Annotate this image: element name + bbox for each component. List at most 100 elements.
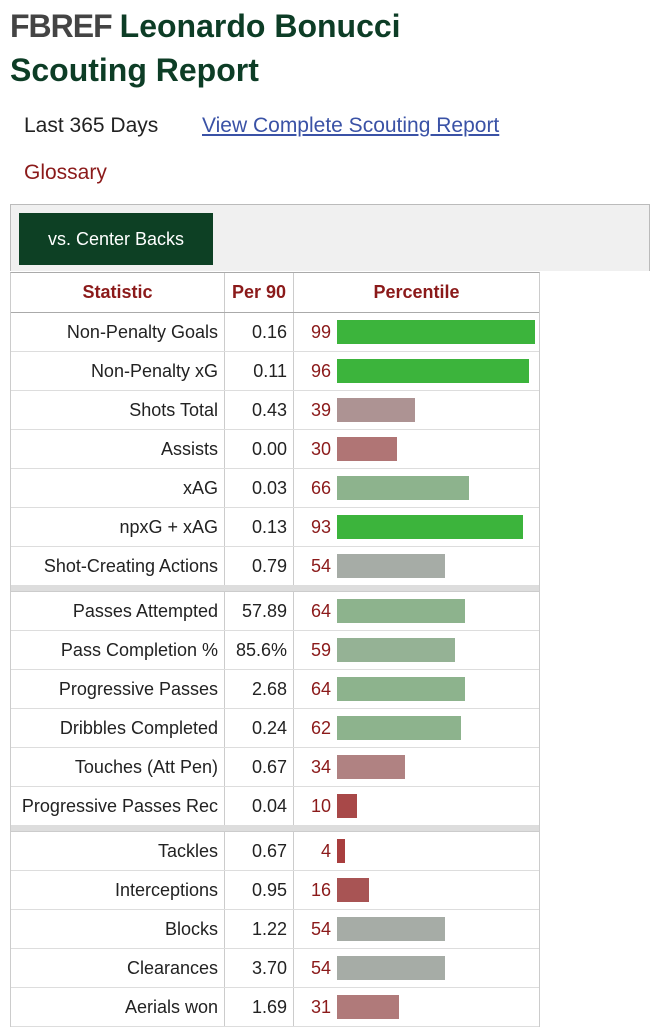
per90-value: 0.67 <box>225 748 294 786</box>
percentile-bar <box>337 839 345 863</box>
stat-row: Touches (Att Pen) 0.67 34 <box>11 748 539 787</box>
percentile-bar <box>337 956 445 980</box>
column-header: Per 90 <box>225 273 294 312</box>
percentile-value: 54 <box>310 556 331 576</box>
per90-value: 0.16 <box>225 313 294 351</box>
per90-value: 0.00 <box>225 430 294 468</box>
stat-row: Passes Attempted 57.89 64 <box>11 592 539 631</box>
percentile-bar <box>337 917 445 941</box>
percentile-bar <box>337 398 415 422</box>
percentile-value: 64 <box>310 679 331 699</box>
percentile-cell: 54 <box>294 547 539 585</box>
percentile-value: 34 <box>310 757 331 777</box>
per90-value: 2.68 <box>225 670 294 708</box>
per90-value: 0.43 <box>225 391 294 429</box>
percentile-value: 59 <box>310 640 331 660</box>
stat-name: npxG + xAG <box>11 508 225 546</box>
stat-name: Touches (Att Pen) <box>11 748 225 786</box>
tab-button[interactable]: vs. Center Backs <box>19 213 213 265</box>
report-link[interactable]: View Complete Scouting Report <box>202 114 500 137</box>
stat-row: Non-Penalty Goals 0.16 99 <box>11 313 539 352</box>
percentile-cell: 64 <box>294 592 539 630</box>
stat-name: Non-Penalty Goals <box>11 313 225 351</box>
percentile-value: 99 <box>310 322 331 342</box>
percentile-cell: 62 <box>294 709 539 747</box>
per90-value: 0.79 <box>225 547 294 585</box>
percentile-value: 4 <box>320 841 331 861</box>
stat-name: xAG <box>11 469 225 507</box>
per90-value: 1.22 <box>225 910 294 948</box>
per90-value: 0.13 <box>225 508 294 546</box>
group-separator <box>11 586 539 592</box>
percentile-cell: 99 <box>294 313 539 351</box>
stat-row: Blocks 1.22 54 <box>11 910 539 949</box>
stat-name: Non-Penalty xG <box>11 352 225 390</box>
stat-row: Shot-Creating Actions 0.79 54 <box>11 547 539 586</box>
stat-name: Interceptions <box>11 871 225 909</box>
header: FBREF Leonardo Bonucci Scouting Report <box>10 4 460 92</box>
stat-row: Tackles 0.67 4 <box>11 832 539 871</box>
percentile-cell: 10 <box>294 787 539 825</box>
percentile-bar <box>337 320 535 344</box>
percentile-cell: 34 <box>294 748 539 786</box>
column-header: Statistic <box>11 273 225 312</box>
percentile-cell: 93 <box>294 508 539 546</box>
stat-row: Pass Completion % 85.6% 59 <box>11 631 539 670</box>
tab-bar: vs. Center Backs <box>10 204 650 271</box>
percentile-bar <box>337 878 369 902</box>
percentile-bar <box>337 515 523 539</box>
percentile-value: 64 <box>310 601 331 621</box>
stat-row: Progressive Passes Rec 0.04 10 <box>11 787 539 826</box>
percentile-bar <box>337 359 529 383</box>
stat-name: Progressive Passes <box>11 670 225 708</box>
percentile-bar <box>337 755 405 779</box>
percentile-bar <box>337 599 465 623</box>
percentile-bar <box>337 638 455 662</box>
percentile-value: 54 <box>310 958 331 978</box>
stat-row: Aerials won 1.69 31 <box>11 988 539 1027</box>
stat-name: Blocks <box>11 910 225 948</box>
percentile-bar <box>337 716 461 740</box>
percentile-cell: 54 <box>294 910 539 948</box>
percentile-cell: 16 <box>294 871 539 909</box>
per90-value: 0.11 <box>225 352 294 390</box>
stat-row: Assists 0.00 30 <box>11 430 539 469</box>
percentile-cell: 31 <box>294 988 539 1026</box>
percentile-value: 93 <box>310 517 331 537</box>
percentile-bar <box>337 554 445 578</box>
per90-value: 0.04 <box>225 787 294 825</box>
stat-name: Dribbles Completed <box>11 709 225 747</box>
stat-name: Progressive Passes Rec <box>11 787 225 825</box>
stat-row: npxG + xAG 0.13 93 <box>11 508 539 547</box>
percentile-cell: 39 <box>294 391 539 429</box>
per90-value: 1.69 <box>225 988 294 1026</box>
percentile-value: 30 <box>310 439 331 459</box>
group-separator <box>11 826 539 832</box>
per90-value: 0.67 <box>225 832 294 870</box>
stat-row: Non-Penalty xG 0.11 96 <box>11 352 539 391</box>
percentile-value: 62 <box>310 718 331 738</box>
stat-name: Clearances <box>11 949 225 987</box>
page-title: Leonardo Bonucci Scouting Report <box>10 8 401 88</box>
per90-value: 0.95 <box>225 871 294 909</box>
glossary-link[interactable]: Glossary <box>24 161 107 184</box>
stat-name: Passes Attempted <box>11 592 225 630</box>
header-row: Statistic Per 90 Percentile <box>11 273 539 313</box>
percentile-value: 39 <box>310 400 331 420</box>
per90-value: 0.24 <box>225 709 294 747</box>
stat-name: Shots Total <box>11 391 225 429</box>
per90-value: 85.6% <box>225 631 294 669</box>
percentile-value: 54 <box>310 919 331 939</box>
percentile-cell: 59 <box>294 631 539 669</box>
percentile-cell: 4 <box>294 832 539 870</box>
stat-row: xAG 0.03 66 <box>11 469 539 508</box>
stat-name: Tackles <box>11 832 225 870</box>
percentile-cell: 54 <box>294 949 539 987</box>
stat-name: Shot-Creating Actions <box>11 547 225 585</box>
percentile-value: 10 <box>310 796 331 816</box>
stat-name: Aerials won <box>11 988 225 1026</box>
logo[interactable]: FBREF <box>10 8 113 44</box>
period-label: Last 365 Days <box>24 114 159 137</box>
stat-row: Shots Total 0.43 39 <box>11 391 539 430</box>
